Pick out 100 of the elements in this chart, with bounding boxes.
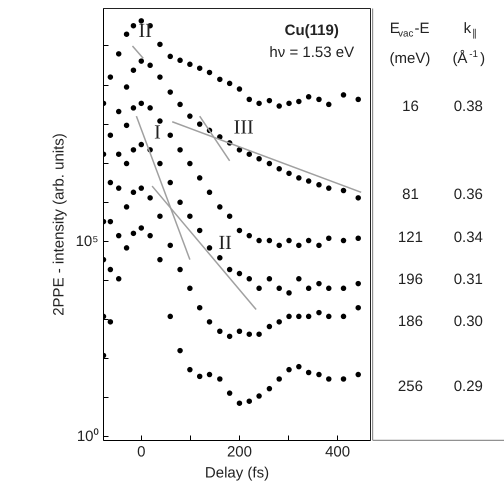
point — [206, 319, 212, 325]
point — [236, 86, 242, 92]
point — [187, 286, 193, 292]
point — [306, 238, 312, 244]
point — [286, 366, 292, 372]
point — [316, 242, 322, 248]
y-tick-label: 10⁰ — [76, 428, 99, 446]
point — [116, 185, 122, 191]
point — [340, 92, 346, 98]
point — [124, 31, 130, 37]
annotation: II — [138, 20, 152, 42]
point — [196, 65, 202, 71]
annotation: hν = 1.53 eV — [269, 44, 354, 61]
point — [266, 160, 272, 166]
text: 196 — [398, 271, 423, 288]
point — [306, 314, 312, 320]
point — [246, 151, 252, 157]
point — [326, 376, 332, 382]
point — [326, 314, 332, 320]
point — [256, 100, 262, 106]
point — [108, 218, 114, 224]
text: 0.34 — [454, 229, 483, 246]
point — [340, 286, 346, 292]
x-tick-label: 200 — [226, 444, 252, 460]
point — [256, 156, 262, 162]
point — [138, 142, 144, 148]
point — [326, 236, 332, 241]
point — [206, 190, 212, 196]
x-tick-label: 0 — [137, 444, 146, 460]
text: (meV) — [390, 50, 430, 67]
point — [138, 58, 144, 64]
point — [147, 105, 153, 111]
point — [355, 195, 361, 201]
point — [168, 180, 173, 186]
point — [355, 236, 361, 241]
point — [157, 74, 163, 80]
y-axis-title: 2PPE - intensity (arb. units) — [50, 133, 68, 316]
point — [130, 105, 136, 111]
point — [124, 122, 130, 128]
point — [116, 232, 122, 238]
point — [246, 398, 252, 404]
point — [124, 204, 130, 210]
point — [296, 175, 302, 181]
point — [177, 147, 183, 153]
point — [168, 54, 173, 60]
point — [286, 238, 292, 244]
text: 121 — [398, 229, 423, 246]
point — [276, 286, 282, 292]
point — [168, 132, 173, 138]
point — [236, 328, 242, 334]
point — [124, 84, 130, 90]
point — [157, 42, 163, 48]
point — [108, 74, 114, 80]
point — [276, 242, 282, 248]
point — [206, 245, 212, 251]
point — [147, 62, 153, 68]
point — [138, 225, 144, 231]
point — [217, 376, 223, 382]
point — [326, 185, 332, 191]
point — [306, 286, 312, 292]
point — [326, 286, 332, 292]
point — [340, 188, 346, 194]
point — [196, 121, 202, 127]
text: k∥ — [464, 20, 477, 40]
point — [168, 89, 173, 95]
point — [276, 376, 282, 382]
point — [168, 242, 173, 248]
point — [256, 393, 262, 399]
point — [187, 62, 193, 68]
point — [286, 100, 292, 106]
point — [130, 147, 136, 153]
point — [256, 286, 262, 292]
point — [177, 102, 183, 108]
point — [217, 255, 223, 261]
point — [108, 319, 114, 325]
point — [108, 180, 114, 186]
point — [177, 200, 183, 206]
point — [316, 310, 322, 316]
x-axis-title: Delay (fs) — [204, 464, 270, 482]
y-tick-label: 10⁵ — [76, 232, 99, 250]
point — [316, 96, 322, 102]
point — [276, 166, 282, 172]
annotation: II — [218, 232, 232, 254]
point — [340, 238, 346, 244]
point — [116, 276, 122, 282]
point — [236, 147, 242, 153]
point — [177, 58, 183, 64]
text: 16 — [402, 98, 419, 115]
point — [130, 230, 136, 236]
point — [196, 175, 202, 181]
point — [116, 151, 122, 157]
point — [306, 370, 312, 376]
point — [187, 113, 193, 119]
point — [256, 331, 262, 337]
x-tick-label: 400 — [325, 444, 350, 460]
point — [296, 314, 302, 320]
point — [196, 374, 202, 380]
point — [236, 270, 242, 276]
point — [217, 204, 223, 210]
point — [116, 51, 122, 57]
